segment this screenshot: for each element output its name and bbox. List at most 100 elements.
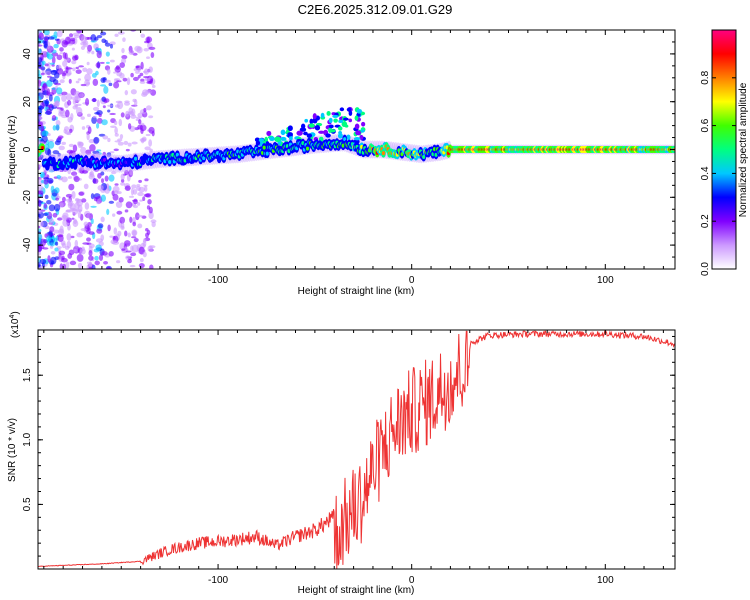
noise-blob bbox=[59, 47, 64, 52]
noise-blob bbox=[133, 198, 138, 205]
noise-blob bbox=[129, 171, 134, 176]
noise-blob bbox=[121, 248, 125, 251]
noise-blob bbox=[120, 112, 125, 118]
noise-blob bbox=[113, 78, 121, 81]
noise-blob bbox=[109, 151, 115, 154]
noise-blob bbox=[129, 216, 133, 223]
noise-blob bbox=[122, 77, 128, 82]
noise-blob bbox=[135, 65, 140, 69]
chart-title: C2E6.2025.312.09.01.G29 bbox=[298, 2, 453, 17]
noise-blob bbox=[52, 150, 60, 155]
noise-blob bbox=[96, 50, 102, 59]
noise-blob bbox=[113, 71, 117, 74]
ridge-blob bbox=[287, 132, 293, 137]
noise-blob bbox=[103, 98, 110, 103]
ridge-blob bbox=[255, 140, 261, 146]
noise-blob bbox=[95, 62, 101, 68]
noise-blob bbox=[99, 84, 107, 87]
ridge-core bbox=[422, 154, 426, 159]
noise-blob bbox=[88, 255, 94, 261]
noise-blob bbox=[54, 82, 61, 86]
ridge-blob bbox=[354, 115, 359, 121]
noise-blob bbox=[92, 178, 99, 184]
ridge-blob bbox=[338, 119, 344, 124]
noise-blob bbox=[57, 152, 61, 157]
noise-blob bbox=[87, 126, 92, 134]
noise-blob bbox=[81, 198, 87, 203]
noise-blob bbox=[48, 169, 55, 173]
noise-blob bbox=[120, 173, 125, 180]
noise-blob bbox=[80, 116, 85, 120]
ridge-blob bbox=[303, 131, 308, 136]
noise-blob bbox=[43, 203, 48, 209]
noise-blob bbox=[71, 190, 76, 199]
noise-blob bbox=[55, 65, 61, 70]
noise-blob bbox=[124, 101, 131, 106]
noise-blob bbox=[112, 185, 120, 193]
noise-blob bbox=[77, 78, 82, 81]
noise-blob bbox=[130, 89, 137, 95]
noise-blob bbox=[61, 214, 68, 221]
noise-blob bbox=[53, 203, 61, 212]
noise-blob bbox=[40, 125, 45, 132]
noise-blob bbox=[51, 114, 57, 121]
noise-blob bbox=[68, 143, 74, 148]
x-tick-label: 0 bbox=[409, 275, 415, 286]
noise-blob bbox=[51, 56, 56, 65]
noise-blob bbox=[136, 46, 143, 54]
ridge-blob bbox=[328, 124, 334, 129]
noise-blob bbox=[146, 81, 153, 85]
noise-blob bbox=[151, 85, 156, 88]
noise-blob bbox=[67, 176, 73, 179]
noise-blob bbox=[114, 183, 119, 186]
noise-blob bbox=[46, 199, 52, 205]
snr-frame bbox=[37, 329, 676, 570]
noise-blob bbox=[122, 37, 126, 42]
noise-blob bbox=[113, 227, 118, 235]
noise-blob bbox=[38, 57, 43, 64]
snr-panel: -100 0 100 0.5 1.0 1.5 Height of straight li… bbox=[7, 311, 676, 596]
ridge-blob bbox=[304, 118, 309, 123]
noise-blob bbox=[109, 235, 114, 238]
noise-blob bbox=[106, 266, 111, 269]
noise-blob bbox=[127, 232, 131, 238]
colorbar-tick-label: 0.4 bbox=[700, 166, 711, 180]
noise-blob bbox=[98, 254, 104, 261]
ridge-blob bbox=[309, 118, 314, 124]
noise-blob bbox=[148, 66, 153, 73]
noise-blob bbox=[143, 184, 148, 187]
noise-blob bbox=[43, 177, 50, 180]
noise-blob bbox=[132, 221, 137, 227]
noise-blob bbox=[87, 113, 91, 117]
noise-blob bbox=[127, 142, 132, 147]
noise-blob bbox=[61, 141, 66, 146]
noise-blob bbox=[120, 58, 127, 64]
noise-blob bbox=[118, 197, 124, 203]
noise-blob bbox=[38, 262, 41, 268]
noise-blob bbox=[67, 203, 74, 207]
noise-blob bbox=[143, 68, 149, 75]
noise-blob bbox=[66, 209, 71, 213]
ridge-core bbox=[202, 156, 206, 161]
noise-blob bbox=[57, 217, 63, 221]
noise-blob bbox=[38, 48, 42, 55]
noise-blob bbox=[78, 93, 84, 98]
y-tick-label: 20 bbox=[22, 96, 33, 108]
colorbar-ticks: 0.0 0.2 0.4 0.6 0.8 bbox=[700, 70, 736, 276]
noise-blob bbox=[117, 141, 124, 146]
noise-blob bbox=[72, 105, 78, 110]
noise-blob bbox=[53, 72, 60, 79]
colorbar-bar bbox=[711, 29, 737, 270]
noise-blob bbox=[39, 258, 47, 265]
noise-blob bbox=[145, 133, 151, 137]
noise-blob bbox=[52, 125, 57, 131]
noise-blob bbox=[78, 65, 85, 68]
noise-blob bbox=[137, 214, 144, 218]
noise-blob bbox=[53, 43, 59, 49]
noise-blob bbox=[102, 135, 109, 140]
noise-blob bbox=[38, 200, 42, 207]
noise-blob bbox=[58, 145, 65, 151]
noise-blob bbox=[132, 76, 139, 81]
noise-blob bbox=[91, 73, 97, 78]
ridge-blob bbox=[348, 118, 353, 123]
